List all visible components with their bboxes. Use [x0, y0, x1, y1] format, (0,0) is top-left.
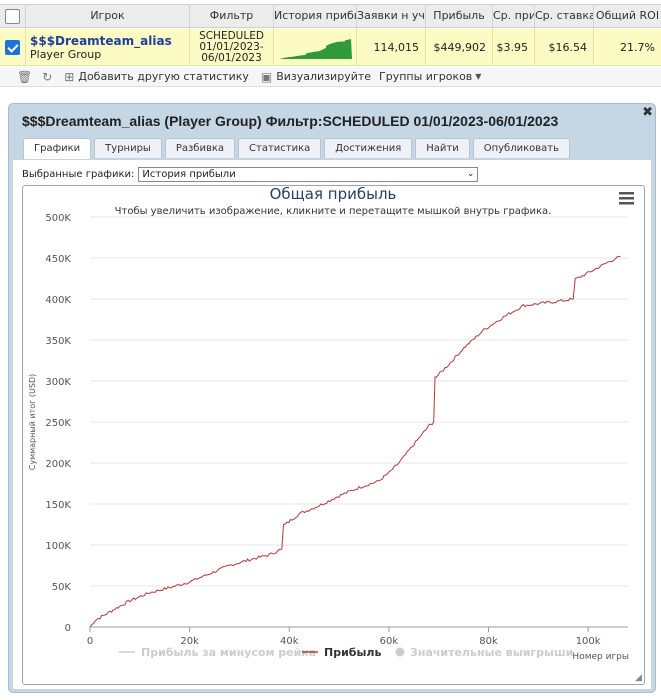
charts-panel: Выбранные графики: История прибыли ⌄ Общ…	[12, 159, 652, 690]
roi-value: 21.7%	[620, 41, 655, 54]
x-axis-label: Номер игры	[572, 652, 629, 662]
col-roi[interactable]: Общий ROI	[595, 9, 660, 22]
table-row[interactable]: $$$Dreamteam_alias Player Group SCHEDULE…	[0, 29, 661, 66]
filter-line-3: 06/01/2023	[201, 52, 262, 64]
legend-item[interactable]: Прибыль за минусом рейка	[141, 646, 316, 659]
x-tick-label: 40k	[280, 636, 299, 647]
col-avg-stake[interactable]: Ср. ставка	[535, 5, 594, 29]
hamburger-menu-icon[interactable]	[619, 192, 634, 205]
y-tick-label: 450K	[45, 254, 71, 265]
col-profit-history[interactable]: История прибыли	[274, 5, 357, 29]
filter-line-2: 01/01/2023-	[199, 41, 264, 53]
filter-line-1: SCHEDULED	[199, 30, 264, 42]
resize-handle-icon: ◢	[635, 673, 642, 683]
y-tick-label: 50K	[52, 582, 72, 593]
y-axis-label: Суммарный итог (USD)	[28, 374, 37, 471]
y-tick-label: 200K	[45, 459, 71, 470]
y-tick-label: 500K	[45, 213, 71, 224]
avg-profit-value: $3.95	[493, 29, 535, 66]
tab-find[interactable]: Найти	[415, 138, 470, 158]
tab-achievements[interactable]: Достижения	[324, 138, 413, 158]
col-entries[interactable]: Заявки н уч	[357, 5, 426, 29]
stats-table: Игрок Фильтр История прибыли Заявки н уч…	[0, 0, 661, 90]
chart-selector-value: История прибыли	[142, 169, 236, 180]
player-name-link[interactable]: $$$Dreamteam_alias	[30, 34, 172, 48]
filter-cell: SCHEDULED 01/01/2023- 06/01/2023	[190, 29, 274, 66]
chart-selector-row: Выбранные графики: История прибыли ⌄	[22, 167, 479, 182]
chart-selector-label: Выбранные графики:	[22, 169, 135, 180]
x-tick-label: 20k	[180, 636, 199, 647]
player-type: Player Group	[30, 48, 102, 61]
legend-marker	[395, 647, 405, 657]
add-stats-icon[interactable]: ⊞	[64, 69, 75, 84]
tab-breakdown[interactable]: Разбивка	[164, 138, 236, 158]
visualize-link[interactable]: Визуализируйте	[276, 70, 372, 83]
player-groups-menu[interactable]: Группы игроков	[379, 70, 473, 83]
trash-icon[interactable]: 🗑	[17, 69, 33, 84]
tab-statistics[interactable]: Статистика	[238, 138, 322, 158]
chart-title: Общая прибыль	[270, 186, 397, 203]
profit-chart[interactable]: Общая прибыль Чтобы увеличить изображение…	[23, 185, 644, 684]
chart-selector[interactable]: История прибыли ⌄	[138, 167, 479, 182]
profit-value: $449,902	[426, 29, 493, 66]
chevron-down-icon[interactable]: ▼	[475, 72, 482, 81]
chart-subtitle: Чтобы увеличить изображение, кликните и …	[115, 206, 552, 217]
x-tick-label: 100k	[576, 636, 601, 647]
x-tick-label: 80k	[479, 636, 498, 647]
y-tick-label: 0	[65, 623, 71, 634]
y-tick-label: 350K	[45, 336, 71, 347]
y-tick-label: 150K	[45, 500, 71, 511]
y-tick-label: 250K	[45, 418, 71, 429]
col-filter[interactable]: Фильтр	[190, 5, 274, 29]
series-line-profit	[89, 255, 621, 628]
tab-tournaments[interactable]: Турниры	[94, 138, 162, 158]
chart-icon[interactable]: ▣	[260, 69, 273, 84]
player-cell: $$$Dreamteam_alias Player Group	[26, 29, 190, 66]
select-all-cell[interactable]	[0, 5, 26, 29]
x-tick-label: 0	[87, 636, 93, 647]
y-tick-label: 100K	[45, 541, 71, 552]
entries-value: 114,015	[357, 29, 426, 66]
col-player[interactable]: Игрок	[26, 5, 190, 29]
dialog-title: $$$Dreamteam_alias (Player Group) Фильтр…	[22, 113, 559, 129]
stats-toolbar: 🗑 ↻ ⊞ Добавить другую статистику ▣ Визуа…	[0, 67, 661, 87]
chevron-down-icon: ⌄	[466, 169, 475, 179]
profit-history-cell	[274, 29, 357, 66]
col-profit[interactable]: Прибыль	[426, 5, 493, 29]
profit-sparkline	[280, 39, 352, 59]
table-header: Игрок Фильтр История прибыли Заявки н уч…	[0, 4, 661, 29]
refresh-icon[interactable]: ↻	[42, 69, 53, 84]
chart-frame[interactable]: Общая прибыль Чтобы увеличить изображение…	[22, 185, 645, 685]
x-tick-label: 60k	[380, 636, 399, 647]
add-stats-link[interactable]: Добавить другую статистику	[78, 70, 249, 83]
row-checkbox[interactable]	[5, 40, 20, 55]
legend-item[interactable]: Прибыль	[324, 646, 381, 659]
row-select-cell[interactable]	[0, 29, 26, 66]
avg-stake-value: $16.54	[535, 29, 594, 66]
col-avg-profit[interactable]: Ср. приб.	[493, 5, 535, 29]
select-all-checkbox[interactable]	[5, 9, 20, 24]
y-tick-label: 400K	[45, 295, 71, 306]
close-icon[interactable]: ✖	[642, 105, 653, 120]
tab-charts[interactable]: Графики	[23, 138, 92, 159]
legend-item[interactable]: Значительные выигрыши	[410, 646, 573, 659]
dialog-tabs: Графики Турниры Разбивка Статистика Дост…	[23, 138, 571, 159]
tab-publish[interactable]: Опубликовать	[472, 138, 571, 158]
graph-dialog: $$$Dreamteam_alias (Player Group) Фильтр…	[8, 103, 656, 693]
sparkline-area	[280, 39, 352, 59]
y-tick-label: 300K	[45, 377, 71, 388]
